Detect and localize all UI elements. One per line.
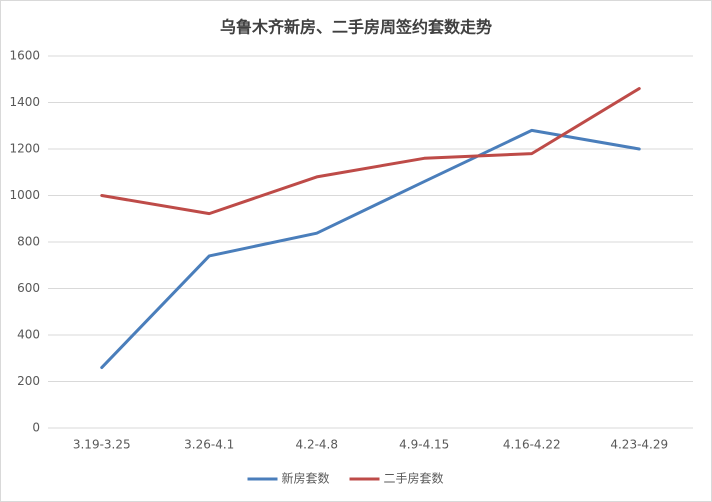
data-line <box>100 87 641 216</box>
y-tick-label: 1400 <box>9 95 40 109</box>
x-tick-label: 3.19-3.25 <box>73 438 131 452</box>
x-tick-label: 4.23-4.29 <box>610 438 668 452</box>
x-tick-label: 4.16-4.22 <box>503 438 561 452</box>
data-line <box>100 128 641 370</box>
y-tick-label: 0 <box>32 421 40 435</box>
y-tick-label: 600 <box>17 281 40 295</box>
y-tick-label: 1200 <box>9 142 40 156</box>
y-tick-label: 200 <box>17 374 40 388</box>
x-tick-label: 4.2-4.8 <box>296 438 339 452</box>
x-tick-label: 3.26-4.1 <box>184 438 234 452</box>
x-tick-label: 4.9-4.15 <box>399 438 449 452</box>
chart-title: 乌鲁木齐新房、二手房周签约套数走势 <box>220 18 492 37</box>
y-tick-label: 1600 <box>9 49 40 63</box>
legend-label: 新房套数 <box>282 471 330 486</box>
y-tick-label: 1000 <box>9 188 40 202</box>
legend-label: 二手房套数 <box>384 471 444 486</box>
y-tick-label: 400 <box>17 328 40 342</box>
y-tick-label: 800 <box>17 235 40 249</box>
